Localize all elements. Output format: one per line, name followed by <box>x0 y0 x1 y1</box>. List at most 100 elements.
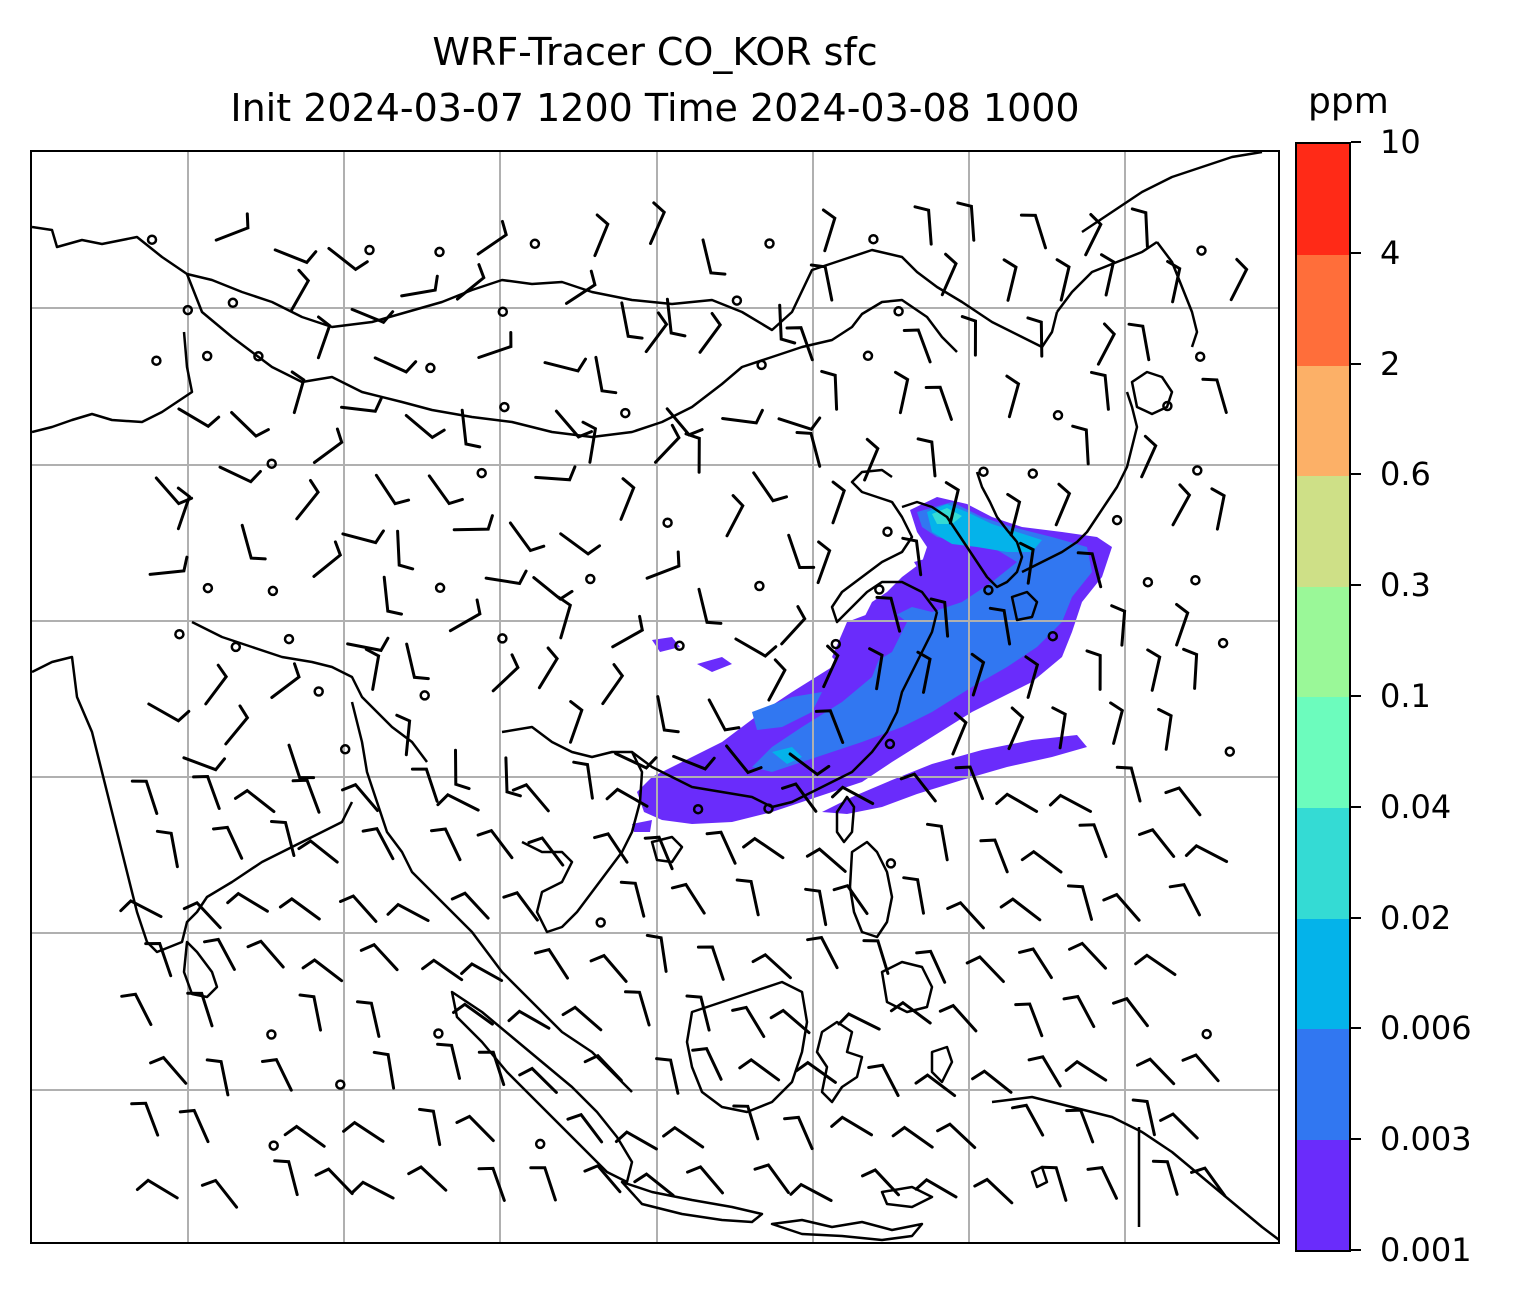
wind-barb <box>1130 207 1149 249</box>
coast-hokkaido <box>1130 370 1174 416</box>
wind-barb <box>477 1166 506 1202</box>
wind-barb <box>532 576 574 601</box>
wind-barb <box>1138 828 1176 858</box>
calm-wind-marker <box>425 362 436 374</box>
wind-barb <box>614 752 658 770</box>
wind-barb <box>868 647 884 691</box>
wind-barb <box>1071 424 1090 466</box>
wind-barb <box>346 636 390 653</box>
wind-barb <box>430 827 462 862</box>
wind-barb <box>454 748 471 791</box>
wind-barb <box>644 311 669 354</box>
wind-barb <box>929 597 950 638</box>
wind-barb <box>1157 707 1173 751</box>
wind-barb <box>246 939 285 969</box>
wind-barb <box>624 990 651 1027</box>
wind-barb <box>614 1130 658 1151</box>
wind-barb <box>1027 1055 1062 1088</box>
wind-barb <box>936 1122 977 1149</box>
wind-barb <box>436 792 480 812</box>
wind-barb <box>1065 1108 1095 1144</box>
wind-barb <box>795 431 822 468</box>
tracer-plume <box>632 497 1112 832</box>
wind-barb <box>1181 1053 1220 1083</box>
calm-wind-marker <box>620 407 631 419</box>
wind-barb <box>889 1000 932 1025</box>
calm-wind-marker <box>497 306 509 317</box>
calm-wind-marker <box>885 858 897 869</box>
wind-barb <box>1076 551 1103 589</box>
wind-barb <box>583 1053 623 1082</box>
coast-java <box>620 1180 764 1224</box>
wind-barb <box>1112 996 1149 1028</box>
calm-wind-marker <box>1190 574 1201 586</box>
calm-wind-marker <box>476 467 487 479</box>
wind-barb <box>1096 322 1117 366</box>
wind-barb <box>1062 994 1096 1029</box>
wind-barb <box>751 952 792 980</box>
wind-barb <box>999 897 1042 922</box>
coast-korea <box>901 471 1024 589</box>
calm-wind-marker <box>731 295 743 306</box>
calm-wind-marker <box>874 584 885 595</box>
colorbar-segment <box>1297 1139 1349 1251</box>
wind-barb <box>436 1042 461 1080</box>
wind-barb <box>1100 253 1116 297</box>
wind-barb <box>1164 786 1202 817</box>
wind-barb <box>359 942 399 972</box>
wind-barb <box>455 1114 495 1143</box>
calm-wind-marker <box>434 582 446 594</box>
calm-wind-marker <box>182 304 194 316</box>
calm-wind-marker <box>201 350 213 362</box>
wind-barb <box>1020 849 1063 874</box>
wind-barb <box>837 1012 881 1031</box>
wind-barb <box>452 514 494 532</box>
wind-barb <box>155 829 179 869</box>
wind-barb <box>1014 1002 1044 1038</box>
wind-barb <box>382 575 403 616</box>
wind-barb <box>561 1005 603 1032</box>
wind-barb <box>491 653 520 693</box>
wind-barb <box>691 1046 723 1081</box>
wind-barb <box>804 887 828 927</box>
wind-barb <box>1006 492 1022 537</box>
wind-barb <box>1109 701 1125 745</box>
wind-barb <box>979 838 1009 874</box>
wind-barb <box>230 411 270 438</box>
border-west-china <box>32 331 194 434</box>
wind-barb <box>780 605 807 646</box>
plume-blob <box>652 637 680 652</box>
wind-barb <box>862 939 890 975</box>
wind-barb <box>654 423 681 464</box>
calm-wind-marker <box>1224 746 1236 757</box>
wind-barb <box>830 1115 873 1137</box>
wind-barb <box>914 1073 957 1098</box>
colorbar-tick-label: 2 <box>1380 344 1401 383</box>
plume-patch <box>752 692 822 730</box>
wind-barb <box>1151 1159 1179 1196</box>
colorbar-tick <box>1351 141 1361 143</box>
wind-barb <box>484 569 528 586</box>
wind-barb <box>364 647 381 691</box>
wind-barb <box>312 427 344 464</box>
wind-barb <box>1086 1165 1118 1200</box>
calm-wind-marker <box>1142 576 1154 588</box>
calm-wind-marker <box>283 633 295 645</box>
wind-barb <box>926 822 949 862</box>
wind-barb <box>270 820 296 857</box>
wind-barb <box>656 695 680 734</box>
wind-barb <box>557 595 573 640</box>
wind-barb <box>176 486 192 531</box>
wind-barb <box>915 949 947 984</box>
calm-wind-marker <box>313 686 324 697</box>
wind-barb <box>291 778 321 814</box>
wind-barb <box>178 1108 210 1144</box>
wind-barb <box>891 1125 934 1149</box>
coast-taiwan <box>835 795 856 844</box>
wind-barb <box>205 1058 230 1097</box>
wind-barb <box>735 878 760 917</box>
wind-barb <box>460 408 482 449</box>
colorbar-tick-label: 0.04 <box>1380 787 1452 826</box>
calm-wind-marker <box>868 233 879 245</box>
wind-barb <box>356 1000 381 1038</box>
